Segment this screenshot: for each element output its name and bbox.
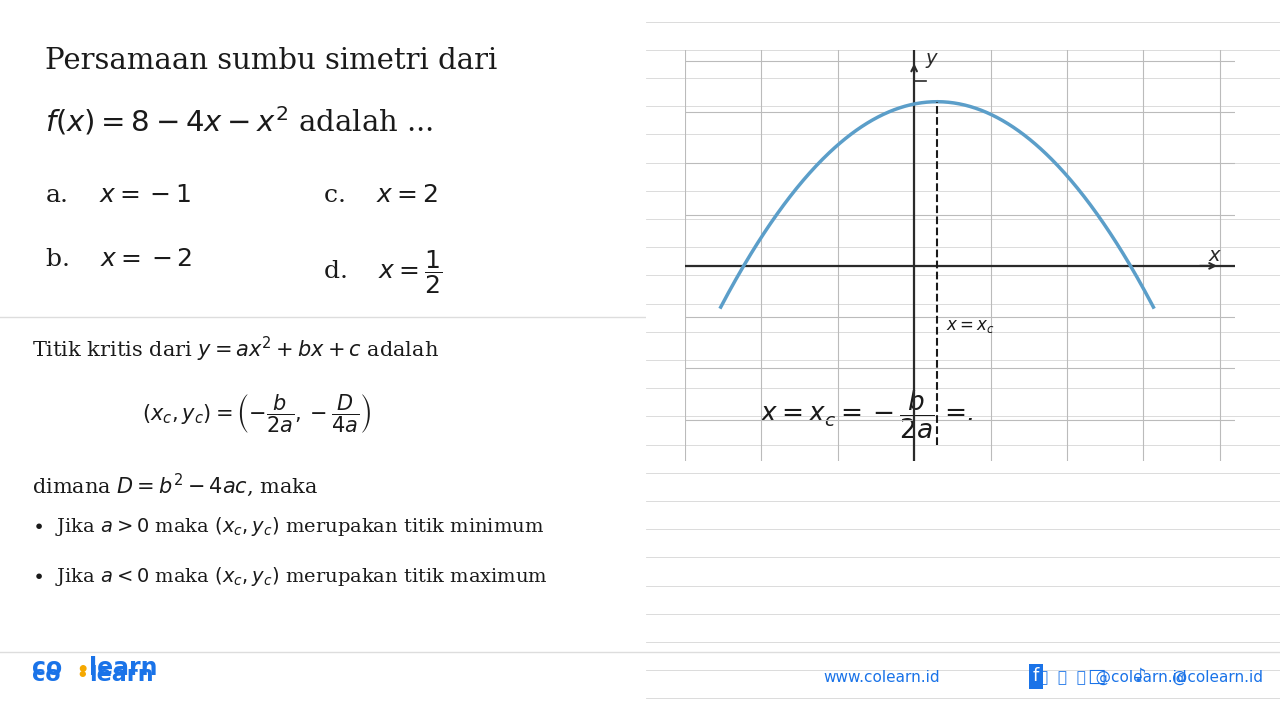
Text: co: co bbox=[32, 665, 61, 685]
Text: $x = x_c = -\dfrac{b}{2a}$ =.: $x = x_c = -\dfrac{b}{2a}$ =. bbox=[760, 389, 974, 441]
Text:       @colearn.id:    @colearn.id bbox=[1039, 670, 1187, 685]
Text: @colearn.id: @colearn.id bbox=[1172, 670, 1263, 685]
Text: $\bullet$  Jika $a > 0$ maka $(x_c, y_c)$ merupakan titik minimum: $\bullet$ Jika $a > 0$ maka $(x_c, y_c)$… bbox=[32, 515, 544, 538]
Text: ♪: ♪ bbox=[1134, 667, 1146, 685]
Text: dimana $D = b^2 - 4ac$, maka: dimana $D = b^2 - 4ac$, maka bbox=[32, 472, 319, 499]
Text: $\bullet$  Jika $a < 0$ maka $(x_c, y_c)$ merupakan titik maximum: $\bullet$ Jika $a < 0$ maka $(x_c, y_c)$… bbox=[32, 565, 548, 588]
Text: $(x_c, y_c) = \left(-\dfrac{b}{2a}, -\dfrac{D}{4a}\right)$: $(x_c, y_c) = \left(-\dfrac{b}{2a}, -\df… bbox=[142, 392, 372, 436]
Text: •: • bbox=[77, 667, 88, 685]
Text: a.    $x = -1$: a. $x = -1$ bbox=[45, 184, 192, 207]
Text: learn: learn bbox=[90, 665, 154, 685]
Text: c.    $x = 2$: c. $x = 2$ bbox=[323, 184, 438, 207]
Text: y: y bbox=[925, 50, 937, 68]
Text: □: □ bbox=[1087, 667, 1105, 685]
Text: x: x bbox=[1208, 246, 1220, 265]
Text: d.    $x = \dfrac{1}{2}$: d. $x = \dfrac{1}{2}$ bbox=[323, 248, 443, 296]
Text: Persamaan sumbu simetri dari: Persamaan sumbu simetri dari bbox=[45, 47, 498, 75]
Text: co: co bbox=[32, 657, 63, 680]
Text: $x = x_c$: $x = x_c$ bbox=[946, 318, 995, 336]
Text: f: f bbox=[1033, 667, 1039, 685]
Text: Titik kritis dari $y = ax^2 + bx + c$ adalah: Titik kritis dari $y = ax^2 + bx + c$ ad… bbox=[32, 335, 439, 364]
Text: $f(x) = 8 - 4x - x^2$ adalah ...: $f(x) = 8 - 4x - x^2$ adalah ... bbox=[45, 104, 434, 138]
Text: learn: learn bbox=[90, 657, 157, 680]
Text: b.    $x = -2$: b. $x = -2$ bbox=[45, 248, 193, 271]
Text: •: • bbox=[77, 662, 88, 680]
Text: www.colearn.id: www.colearn.id bbox=[824, 670, 941, 685]
